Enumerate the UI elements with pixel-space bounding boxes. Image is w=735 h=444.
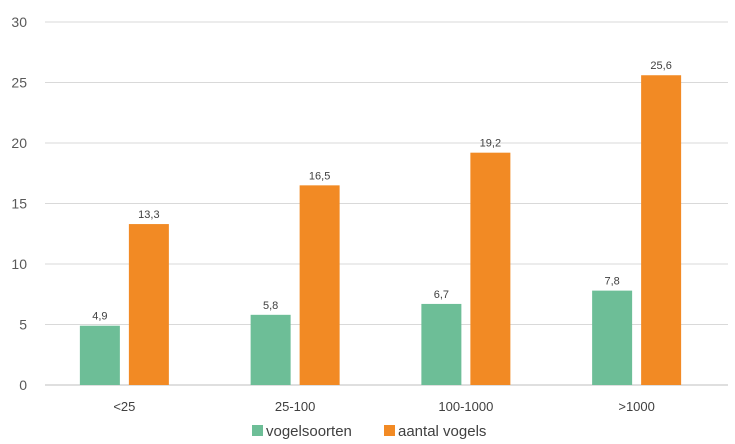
bar (592, 290, 633, 385)
x-axis: <25 25-100 100-1000 >1000 (113, 399, 655, 414)
y-axis: 0 5 10 15 20 25 30 (11, 14, 27, 393)
data-label: 5,8 (263, 300, 278, 312)
x-tick-label: 25-100 (275, 399, 315, 414)
legend-swatch (384, 425, 395, 436)
bar (250, 314, 291, 385)
y-tick-label: 5 (19, 317, 27, 333)
bar (641, 75, 682, 386)
bar (470, 152, 511, 385)
y-tick-label: 15 (11, 196, 27, 212)
data-label: 13,3 (138, 209, 159, 221)
x-tick-label: 100-1000 (438, 399, 493, 414)
bar (128, 224, 169, 385)
data-label: 19,2 (480, 138, 501, 150)
y-tick-label: 0 (19, 377, 27, 393)
x-tick-label: <25 (113, 399, 135, 414)
legend-label: vogelsoorten (266, 423, 352, 440)
x-tick-label: >1000 (618, 399, 655, 414)
y-tick-label: 20 (11, 135, 27, 151)
bars: 4,9 13,3 5,8 16,5 6,7 19,2 7,8 25,6 (79, 60, 682, 386)
data-label: 7,8 (604, 276, 619, 288)
y-tick-label: 25 (11, 75, 27, 91)
y-tick-label: 10 (11, 256, 27, 272)
legend: vogelsoorten aantal vogels (252, 423, 486, 440)
bar (421, 303, 462, 385)
data-label: 6,7 (434, 289, 449, 301)
bar (299, 185, 340, 385)
bar (79, 325, 120, 385)
data-label: 16,5 (309, 170, 330, 182)
legend-swatch (252, 425, 263, 436)
data-label: 25,6 (650, 60, 671, 72)
legend-label: aantal vogels (398, 423, 486, 440)
data-label: 4,9 (92, 311, 107, 323)
y-tick-label: 30 (11, 14, 27, 30)
